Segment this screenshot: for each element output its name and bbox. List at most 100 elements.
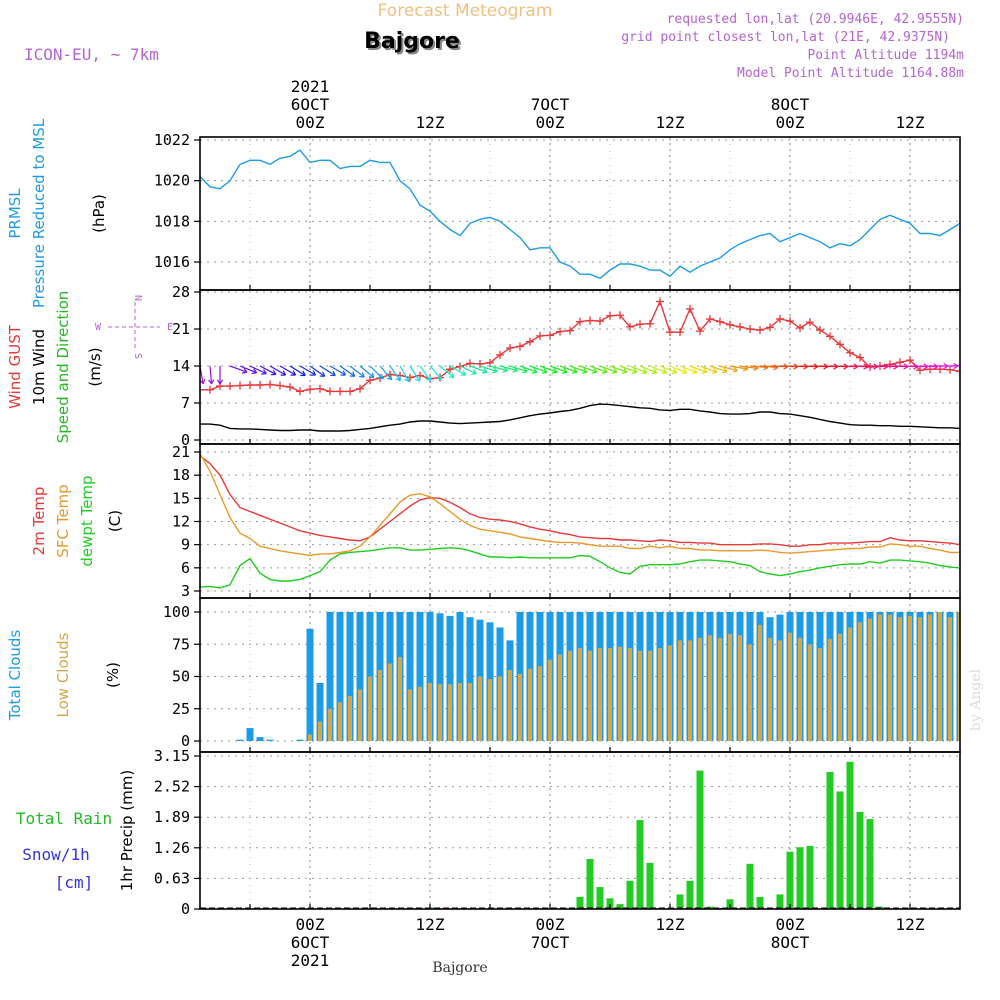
clouds-low-clouds-bar <box>938 612 942 741</box>
clouds-total-clouds-bar <box>456 612 464 741</box>
clouds-low-clouds-bar <box>568 650 572 741</box>
clouds-low-clouds-bar <box>858 622 862 741</box>
clouds-low-clouds-bar <box>448 684 452 741</box>
precip-series-group <box>200 761 960 909</box>
top-time-label: 00Z <box>536 113 565 132</box>
wind-arrow-shaft <box>659 365 677 374</box>
clouds-low-clouds-bar <box>718 637 722 741</box>
wind-ytick-label: 0 <box>181 431 190 449</box>
wind-arrow <box>569 365 588 374</box>
wind-arrow-head <box>414 376 421 382</box>
wind-arrow-head <box>377 373 384 380</box>
wind-arrow <box>669 365 688 375</box>
clouds-ytick-label: 50 <box>172 668 190 686</box>
wind-arrow-head <box>551 367 558 374</box>
gust-marker <box>356 384 364 393</box>
wind-arrow <box>609 365 628 374</box>
wind-arrow-shaft <box>749 365 768 369</box>
wind-arrow-shaft <box>469 365 488 373</box>
gust-marker <box>226 382 234 391</box>
bottom-time-label: 6OCT <box>291 933 330 952</box>
clouds-total-clouds-bar <box>346 612 354 741</box>
top-time-label: 12Z <box>896 113 925 132</box>
gust-marker <box>946 365 954 374</box>
precip-ytick-label: 1.89 <box>154 808 190 826</box>
wind-arrow-shaft <box>409 365 421 382</box>
gust-marker <box>526 337 534 346</box>
clouds-low-clouds-bar <box>348 695 352 741</box>
wind-arrow-shaft <box>619 365 638 373</box>
wind-arrow-head <box>651 368 658 375</box>
wind-arrow <box>449 365 467 376</box>
wind-arrow <box>409 365 421 382</box>
clouds-total-clouds-bar <box>306 628 314 741</box>
wind-arrow-head <box>460 370 467 376</box>
gust-marker <box>206 385 214 394</box>
clouds-low-clouds-bar <box>328 708 332 742</box>
clouds-low-clouds-bar <box>948 617 952 741</box>
precip-ytick-label: 0 <box>181 900 190 918</box>
wind-arrow <box>459 365 477 375</box>
wind-series-group <box>200 297 968 432</box>
temperature-axis-label: dewpt Temp <box>78 475 96 566</box>
clouds-low-clouds-bar <box>848 627 852 741</box>
clouds-low-clouds-bar <box>588 650 592 741</box>
wind-arrow-shaft <box>539 365 558 373</box>
gust-marker <box>626 322 634 331</box>
clouds-low-clouds-bar <box>678 640 682 741</box>
wind-arrow-shaft <box>439 365 455 379</box>
clouds-low-clouds-bar <box>368 676 372 741</box>
wind-ytick-label: 28 <box>172 283 190 301</box>
wind-axis-label: 10m Wind <box>30 329 48 405</box>
wind-arrow-head <box>611 367 618 374</box>
clouds-low-clouds-bar <box>928 614 932 741</box>
gust-marker <box>916 366 924 375</box>
gust-marker <box>516 342 524 351</box>
wind-axis-label: Wind GUST <box>6 324 24 409</box>
wind-arrow <box>709 365 728 374</box>
clouds-low-clouds-bar <box>418 686 422 741</box>
clouds-low-clouds-bar <box>778 640 782 741</box>
wind-arrow <box>639 365 658 375</box>
gust-marker <box>286 383 294 392</box>
precip-total-rain-bar <box>586 859 594 909</box>
clouds-low-clouds-bar <box>628 648 632 741</box>
wind-arrow-shaft <box>569 365 588 373</box>
wind-arrow-head <box>319 371 326 377</box>
wind-arrow <box>319 365 336 377</box>
gust-marker <box>796 323 804 332</box>
clouds-low-clouds-bar <box>688 640 692 741</box>
clouds-low-clouds-bar <box>758 624 762 741</box>
wind-arrow-shaft <box>639 365 657 374</box>
clouds-low-clouds-bar <box>528 668 532 741</box>
wind-arrow-head <box>300 370 306 377</box>
wind-arrow-shaft <box>299 365 316 376</box>
gust-marker <box>706 314 714 323</box>
clouds-low-clouds-bar <box>538 666 542 741</box>
gust-marker <box>736 322 744 331</box>
wind-arrow <box>299 365 317 376</box>
gust-marker <box>316 384 324 393</box>
wind-arrow-head <box>581 367 588 374</box>
wind-ytick-label: 7 <box>181 394 190 412</box>
wind-arrow-shaft <box>729 365 748 370</box>
wind-arrow-head <box>280 370 287 376</box>
wind-arrow-head <box>722 367 728 374</box>
clouds-low-clouds-bar <box>428 683 432 741</box>
clouds-total-clouds-bar <box>236 739 244 741</box>
wind-arrow-head <box>964 363 968 368</box>
gust-marker <box>236 381 244 390</box>
gust-marker <box>846 348 854 357</box>
label-layer: 1022 1020 1018 1016 PRMSL Pressure Reduced to… <box>6 77 925 970</box>
pressure-ytick-label: 1020 <box>154 172 190 190</box>
wind-arrow-shaft <box>959 365 960 366</box>
clouds-ytick-label: 75 <box>172 635 190 653</box>
temperature-axis-label: (C) <box>106 510 124 532</box>
clouds-low-clouds-bar <box>958 612 960 741</box>
gust-marker <box>326 387 334 396</box>
clouds-low-clouds-bar <box>508 670 512 741</box>
gust-marker <box>536 331 544 340</box>
clouds-low-clouds-bar <box>828 639 832 741</box>
wind-arrow-shaft <box>379 365 393 381</box>
gust-marker <box>246 381 254 390</box>
